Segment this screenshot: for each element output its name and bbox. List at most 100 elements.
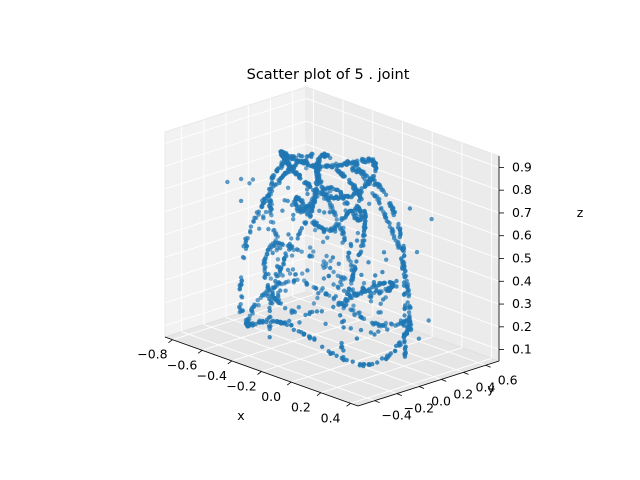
scatter-point <box>303 220 309 225</box>
z-tick-label: 0.2 <box>512 319 532 334</box>
scatter-point <box>331 282 336 287</box>
z-tick-label: 0.3 <box>512 296 532 311</box>
scatter-point <box>271 285 277 291</box>
scatter-point <box>281 261 286 266</box>
z-grid-back <box>305 257 500 328</box>
scatter-point <box>405 300 410 305</box>
scatter-point <box>363 214 368 219</box>
scatter-point <box>379 187 384 192</box>
scatter-point <box>331 196 336 201</box>
scatter-point <box>320 239 326 245</box>
scatter-point <box>311 301 317 306</box>
scatter-point <box>310 254 315 259</box>
scatter-point <box>414 249 420 255</box>
x-tick <box>257 371 262 375</box>
scatter-point <box>266 286 271 291</box>
x-tick <box>168 339 173 343</box>
scatter-point <box>291 327 296 332</box>
scatter-point <box>321 276 327 281</box>
scatter-point <box>303 159 308 164</box>
scatter-point <box>392 348 398 354</box>
scatter-point <box>271 173 277 178</box>
scatter-point <box>283 280 289 285</box>
scatter-point <box>317 208 322 213</box>
scatter-point <box>347 292 352 297</box>
scatter-point <box>331 269 336 275</box>
scatter-point <box>401 323 407 328</box>
scatter-point <box>338 189 344 195</box>
scatter-point <box>376 329 381 334</box>
scatter-point <box>396 221 401 227</box>
scatter-point <box>331 304 336 310</box>
scatter-point <box>308 245 313 250</box>
scatter-point <box>402 332 407 337</box>
scatter-point <box>324 261 329 266</box>
scatter-point <box>294 159 300 165</box>
scatter-point <box>340 240 345 245</box>
scatter-point <box>330 255 336 260</box>
x-tick-label: 0.4 <box>321 410 341 425</box>
scatter-point <box>247 181 252 186</box>
scatter-point <box>304 280 309 285</box>
z-tick-label: 0.7 <box>512 205 532 220</box>
scatter-point <box>303 206 308 211</box>
scatter-point <box>316 291 321 296</box>
scatter-point <box>250 177 256 182</box>
scatter-point <box>373 167 378 172</box>
z-grid-back <box>305 166 500 237</box>
scatter-point <box>291 212 296 218</box>
scatter-point <box>296 305 301 310</box>
y-tick-label: −0.4 <box>381 408 411 423</box>
scatter-point <box>321 227 326 233</box>
scatter-point <box>287 164 292 170</box>
scatter-point <box>257 226 262 231</box>
scatter-point <box>416 336 422 341</box>
scatter-point <box>324 186 329 191</box>
x-grid-floor <box>231 315 373 362</box>
tick-labels: −0.8−0.6−0.4−0.20.00.20.4 −0.4−0.20.0 0.2 0… <box>137 159 532 425</box>
scatter-point <box>289 202 295 208</box>
scatter-point <box>291 154 297 159</box>
scatter-point <box>401 283 407 288</box>
scatter-point <box>383 192 389 197</box>
scatter-point <box>361 243 366 248</box>
scatter-point <box>274 167 280 173</box>
scatter-point <box>344 213 349 218</box>
scatter-point <box>248 224 254 229</box>
scatter-point <box>328 155 333 161</box>
scatter-point <box>283 288 288 293</box>
scatter-point <box>381 250 387 255</box>
scatter-point <box>397 235 402 240</box>
tick-marks <box>168 166 504 407</box>
scatter-point <box>354 336 360 341</box>
scatter-point <box>271 228 276 233</box>
scatter-point <box>294 247 300 252</box>
scatter-point <box>328 258 333 264</box>
scatter-point <box>288 245 294 251</box>
scatter-point <box>357 198 362 203</box>
scatter-point <box>349 281 354 286</box>
scatter-point <box>348 241 353 247</box>
scatter-point <box>350 272 355 278</box>
scatter-point <box>334 217 339 222</box>
scatter-point <box>303 312 308 318</box>
scatter-point <box>313 192 319 198</box>
scatter-point <box>402 253 407 258</box>
scatter-point <box>402 306 407 312</box>
scatter-point <box>350 166 355 172</box>
scatter-point <box>349 278 354 283</box>
scatter-point <box>345 161 350 166</box>
z-grid-left <box>164 211 307 258</box>
y-grid-floor <box>292 295 486 366</box>
scatter-point <box>308 153 313 158</box>
scatter-point <box>320 344 325 349</box>
scatter-point <box>275 234 280 239</box>
scatter-point <box>402 313 407 318</box>
scatter-point <box>324 164 329 169</box>
scatter-point <box>305 162 310 168</box>
scatter-point <box>401 280 407 285</box>
scatter-point <box>295 277 300 282</box>
scatter-point <box>352 207 358 212</box>
scatter-point <box>352 311 357 317</box>
